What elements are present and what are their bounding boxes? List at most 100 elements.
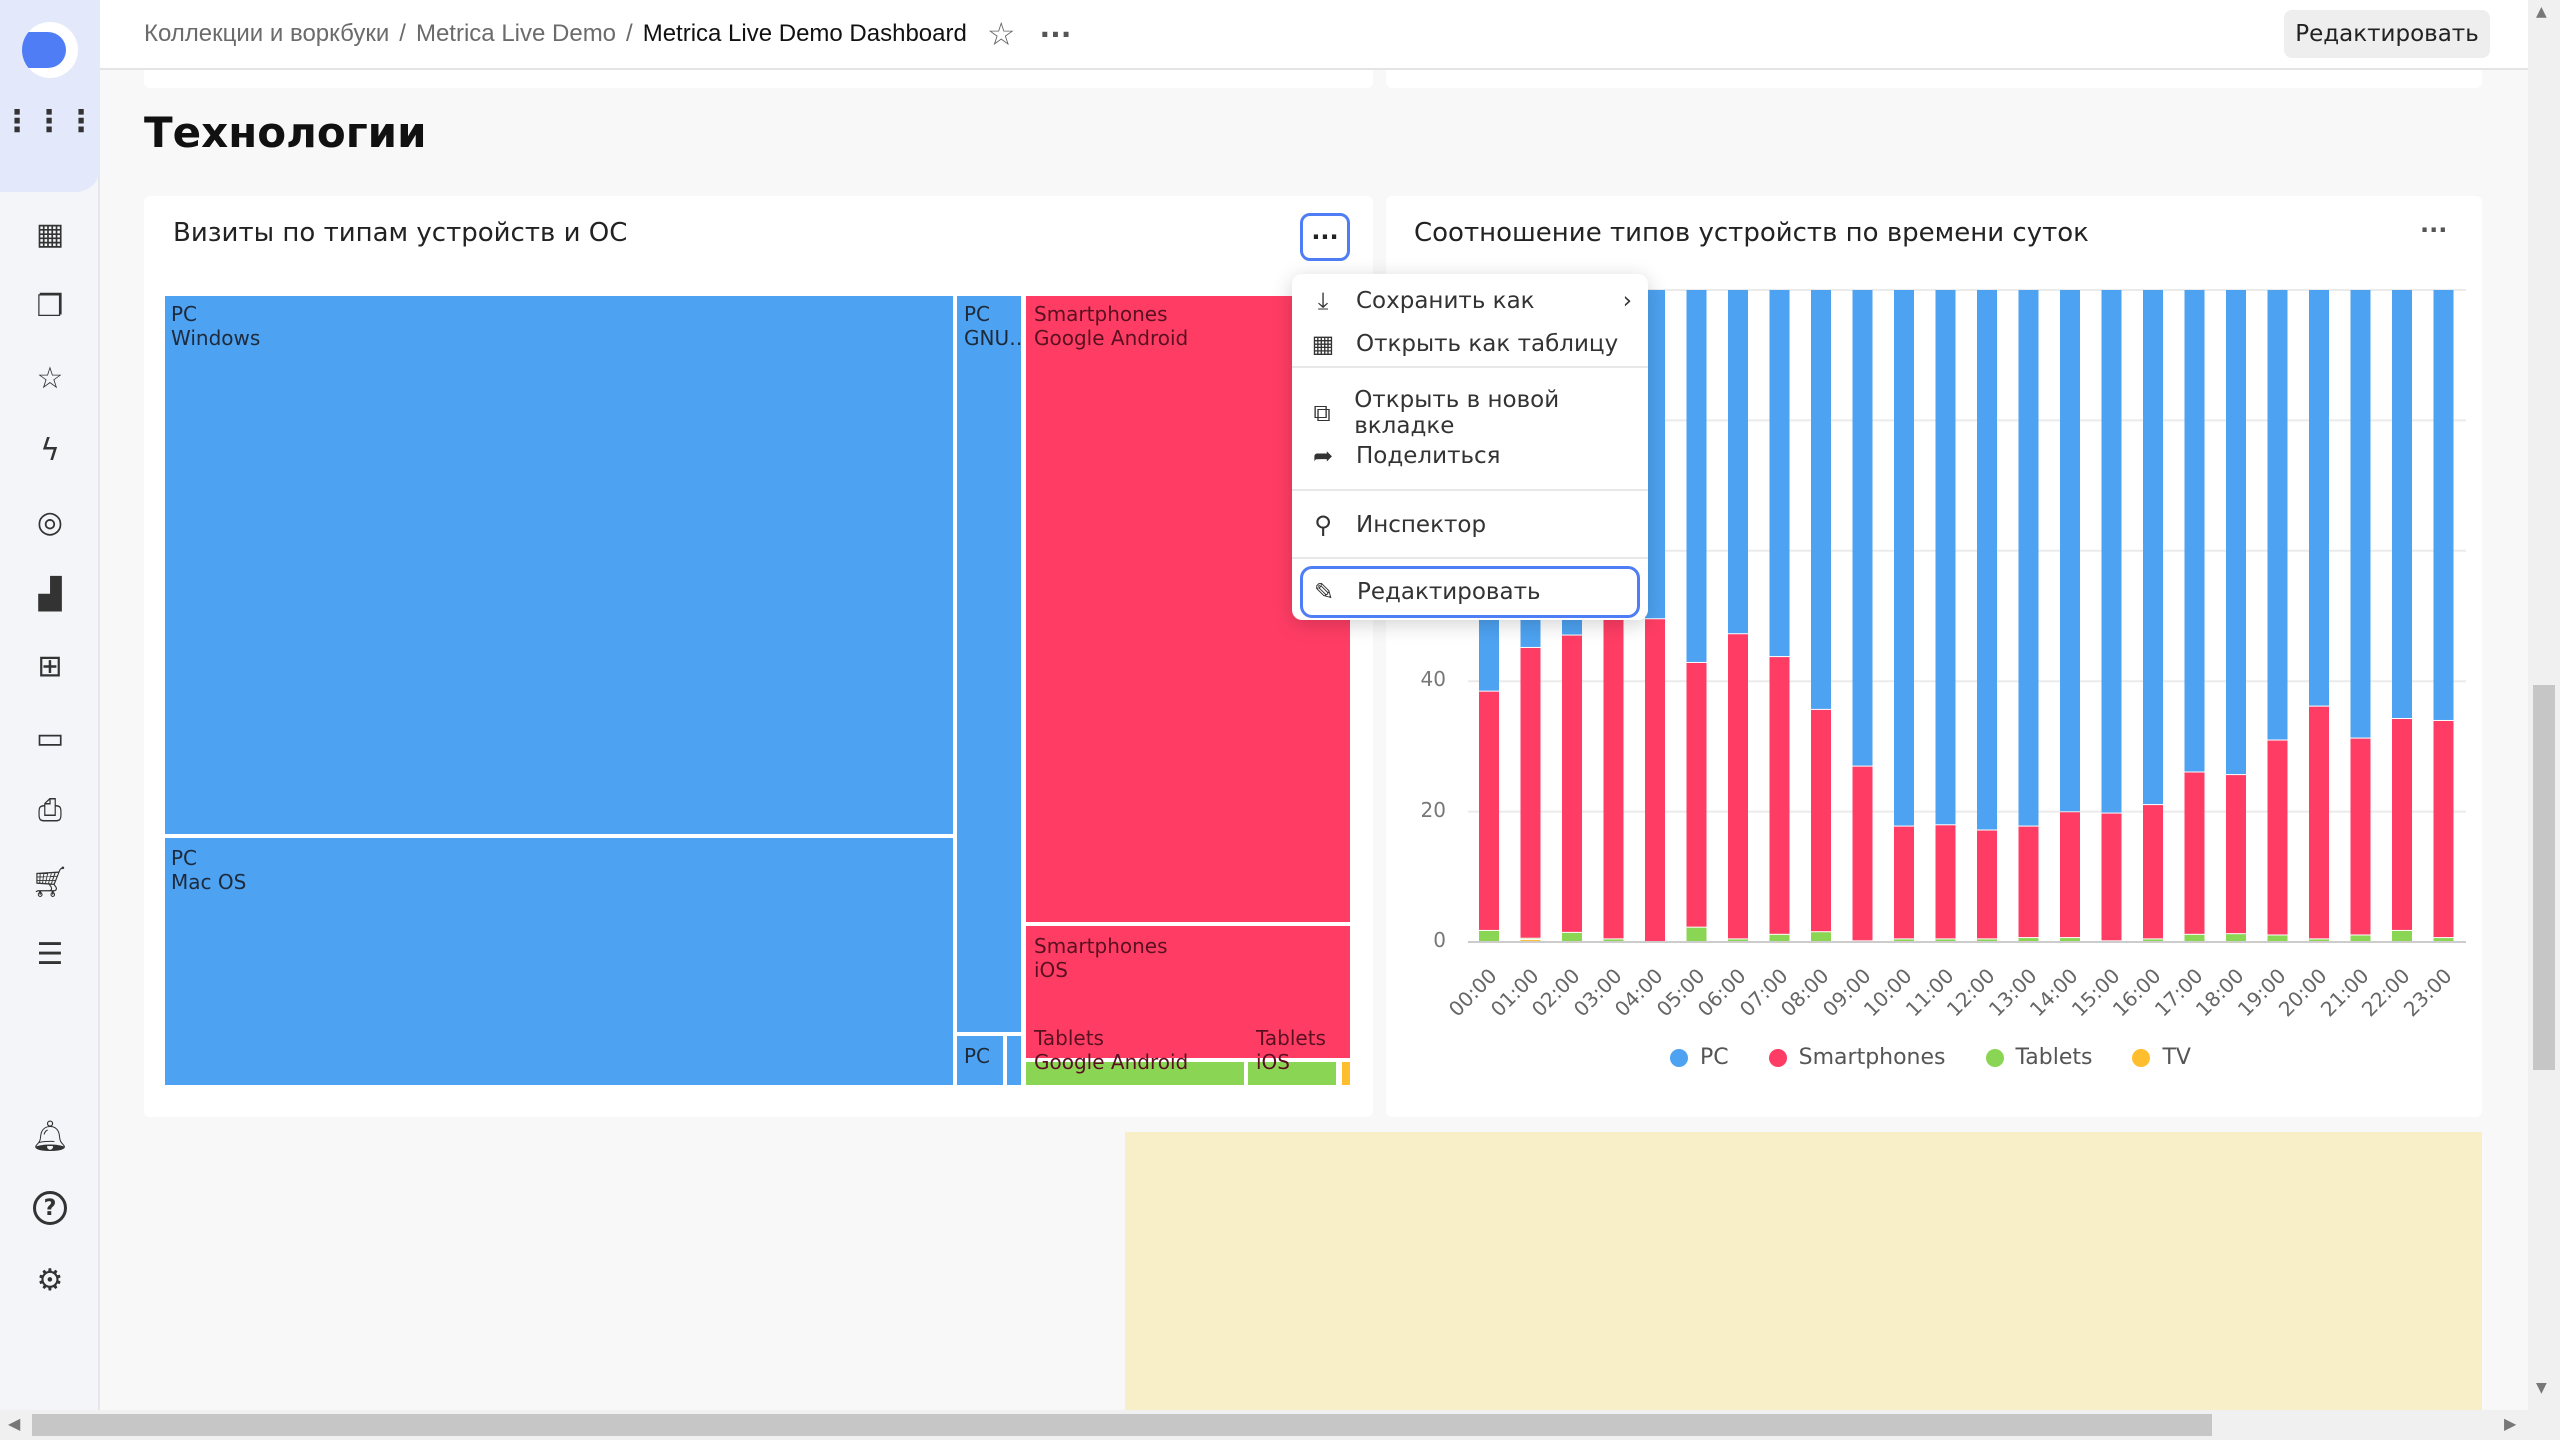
edit-button[interactable]: Редактировать (2284, 10, 2490, 58)
horizontal-scrollbar[interactable]: ◀ ▶ (0, 1410, 2560, 1440)
bar-smartphones-04:00[interactable] (1645, 619, 1665, 941)
bar-smartphones-09:00[interactable] (1852, 766, 1873, 941)
bar-pc-20:00[interactable] (2309, 290, 2329, 706)
logo-icon[interactable] (22, 22, 78, 78)
bar-smartphones-07:00[interactable] (1769, 657, 1790, 934)
dashboards-icon[interactable]: ▦ (35, 216, 65, 252)
flash-icon[interactable]: ϟ (40, 432, 60, 468)
cart-icon[interactable]: 🛒︎ (30, 864, 70, 900)
bell-icon[interactable]: 🔔︎ (30, 1118, 70, 1154)
bar-tablets-13:00[interactable] (2018, 938, 2039, 941)
treemap-tile-tablets-android[interactable] (1024, 1060, 1246, 1087)
help-icon[interactable]: ? (33, 1191, 67, 1225)
menu-item-edit[interactable]: ✎ Редактировать (1300, 566, 1640, 618)
treemap-tile-tablets-ios[interactable] (1246, 1060, 1338, 1087)
legend-item-tablets[interactable]: Tablets (1985, 1045, 2092, 1070)
datasets-icon[interactable]: ⊞ (37, 648, 63, 684)
bar-tablets-02:00[interactable] (1562, 932, 1582, 941)
bar-pc-10:00[interactable] (1894, 290, 1914, 826)
breadcrumb-collections[interactable]: Коллекции и воркбуки (144, 20, 390, 47)
bar-tablets-10:00[interactable] (1894, 939, 1914, 941)
collections-icon[interactable]: ❐ (36, 288, 64, 324)
bar-tablets-19:00[interactable] (2267, 935, 2288, 941)
widget-more-button[interactable]: ··· (1300, 213, 1350, 261)
bar-pc-23:00[interactable] (2433, 290, 2454, 720)
bar-pc-06:00[interactable] (1728, 290, 1748, 634)
vertical-scroll-thumb[interactable] (2533, 685, 2555, 1070)
bar-tablets-05:00[interactable] (1686, 927, 1707, 941)
treemap-tile-pc-gnu[interactable] (955, 294, 1023, 1034)
bar-tablets-21:00[interactable] (2350, 935, 2371, 941)
bar-pc-22:00[interactable] (2392, 290, 2412, 719)
bar-pc-18:00[interactable] (2226, 290, 2246, 775)
menu-item-open-as-table[interactable]: ▦ Открыть как таблицу (1292, 323, 1648, 365)
treemap-tile-pc-macos[interactable] (163, 836, 955, 1087)
bar-tablets-22:00[interactable] (2392, 930, 2412, 941)
bar-tablets-12:00[interactable] (1977, 939, 1997, 941)
scroll-left-arrow-icon[interactable]: ◀ (8, 1414, 21, 1433)
bar-tablets-20:00[interactable] (2309, 939, 2329, 941)
vertical-scrollbar[interactable]: ▲ ▼ (2528, 0, 2560, 1410)
bar-smartphones-06:00[interactable] (1728, 634, 1748, 939)
connections-icon[interactable]: ◎ (36, 504, 64, 540)
more-options-icon[interactable]: ··· (1039, 17, 1072, 51)
charts-icon[interactable]: ▟ (38, 576, 62, 612)
treemap-tile-smartphones-ios[interactable] (1024, 924, 1352, 1060)
bar-smartphones-02:00[interactable] (1562, 635, 1582, 932)
bar-tablets-11:00[interactable] (1935, 939, 1956, 941)
bar-tablets-00:00[interactable] (1479, 930, 1499, 941)
settings-sliders-icon[interactable]: ☰ (36, 936, 64, 972)
bar-pc-08:00[interactable] (1811, 290, 1831, 709)
menu-item-open-new-tab[interactable]: ⧉ Открыть в новой вкладке (1292, 387, 1648, 439)
bar-tablets-17:00[interactable] (2184, 934, 2205, 941)
bar-tablets-03:00[interactable] (1603, 939, 1624, 941)
scroll-up-arrow-icon[interactable]: ▲ (2536, 4, 2547, 20)
bar-smartphones-00:00[interactable] (1479, 691, 1499, 930)
gear-icon[interactable]: ⚙ (36, 1262, 64, 1298)
bar-smartphones-23:00[interactable] (2433, 720, 2454, 938)
bar-tablets-06:00[interactable] (1728, 939, 1748, 941)
bar-smartphones-18:00[interactable] (2226, 775, 2246, 934)
bar-smartphones-14:00[interactable] (2060, 812, 2080, 938)
bar-pc-04:00[interactable] (1645, 290, 1665, 619)
bar-pc-11:00[interactable] (1935, 290, 1956, 825)
menu-item-save-as[interactable]: ⤓ Сохранить как › (1292, 280, 1648, 322)
bar-smartphones-13:00[interactable] (2018, 826, 2039, 938)
folder-icon[interactable]: ⎙ (38, 792, 62, 828)
bar-pc-21:00[interactable] (2350, 290, 2371, 738)
bar-tablets-08:00[interactable] (1811, 932, 1831, 941)
monitoring-icon[interactable]: ▭ (35, 720, 65, 756)
bar-smartphones-22:00[interactable] (2392, 719, 2412, 930)
bar-pc-16:00[interactable] (2143, 290, 2163, 805)
bar-pc-07:00[interactable] (1769, 290, 1790, 657)
favorites-icon[interactable]: ☆ (36, 360, 64, 396)
treemap-tile-pc-windows[interactable] (163, 294, 955, 836)
bar-smartphones-16:00[interactable] (2143, 805, 2163, 939)
bar-pc-14:00[interactable] (2060, 290, 2080, 812)
horizontal-scroll-thumb[interactable] (32, 1414, 2212, 1436)
bar-smartphones-10:00[interactable] (1894, 826, 1914, 939)
bar-smartphones-08:00[interactable] (1811, 709, 1831, 932)
menu-item-share[interactable]: ➦ Поделиться (1292, 435, 1648, 477)
bar-smartphones-01:00[interactable] (1520, 647, 1541, 938)
bar-smartphones-17:00[interactable] (2184, 772, 2205, 934)
menu-item-inspector[interactable]: ⚲ Инспектор (1292, 504, 1648, 546)
legend-item-smartphones[interactable]: Smartphones (1768, 1045, 1946, 1070)
bar-tv-01:00[interactable] (1520, 940, 1541, 941)
bar-pc-09:00[interactable] (1852, 290, 1873, 766)
breadcrumb-metrica-live-demo[interactable]: Metrica Live Demo (415, 20, 617, 47)
bar-tablets-07:00[interactable] (1769, 934, 1790, 941)
bar-pc-15:00[interactable] (2101, 290, 2122, 813)
widget-more-button[interactable]: ··· (2420, 216, 2448, 244)
bar-pc-17:00[interactable] (2184, 290, 2205, 772)
treemap-tile-pc-other[interactable] (955, 1034, 1005, 1087)
bar-smartphones-21:00[interactable] (2350, 738, 2371, 935)
bar-smartphones-03:00[interactable] (1603, 609, 1624, 939)
scroll-right-arrow-icon[interactable]: ▶ (2504, 1414, 2517, 1433)
bar-smartphones-05:00[interactable] (1686, 662, 1707, 927)
bar-smartphones-20:00[interactable] (2309, 706, 2329, 939)
bar-tablets-14:00[interactable] (2060, 938, 2080, 941)
treemap-tile-tv[interactable] (1340, 1060, 1352, 1087)
bar-tablets-16:00[interactable] (2143, 939, 2163, 941)
apps-grid-icon[interactable]: ⋮⋮⋮ (2, 104, 98, 139)
